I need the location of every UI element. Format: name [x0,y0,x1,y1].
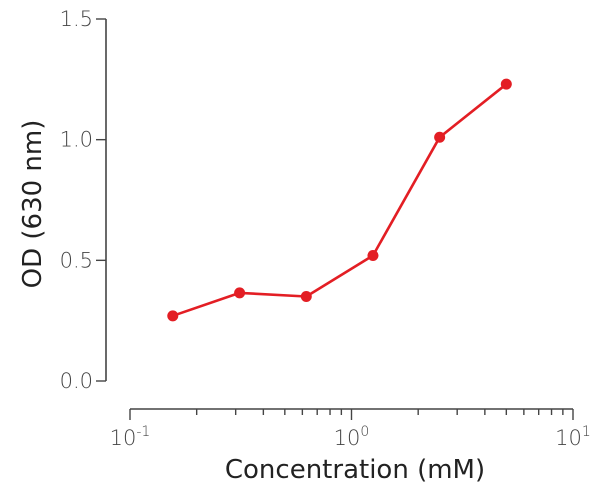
y-tick-label: 0.5 [60,248,93,272]
data-point [300,291,312,303]
data-point [367,250,379,262]
y-tick-label: 1.0 [60,128,93,152]
y-axis-title: OD (630 nm) [18,120,48,289]
data-point [500,78,512,90]
y-axis: 0.0 0.5 1.0 1.5 [60,7,107,393]
x-tick-label: 10-1 [110,424,151,450]
series-line [172,83,508,318]
plot-area [167,78,512,322]
y-tick-label: 0.0 [60,369,93,393]
data-point [167,310,179,322]
x-axis: 10-1 100 101 [110,408,591,450]
x-tick-label: 100 [334,424,370,450]
x-tick-label: 101 [555,424,591,450]
x-axis-title: Concentration (mM) [225,455,485,485]
data-point [434,131,446,143]
y-tick-label: 1.5 [60,7,93,31]
data-point [234,287,246,299]
